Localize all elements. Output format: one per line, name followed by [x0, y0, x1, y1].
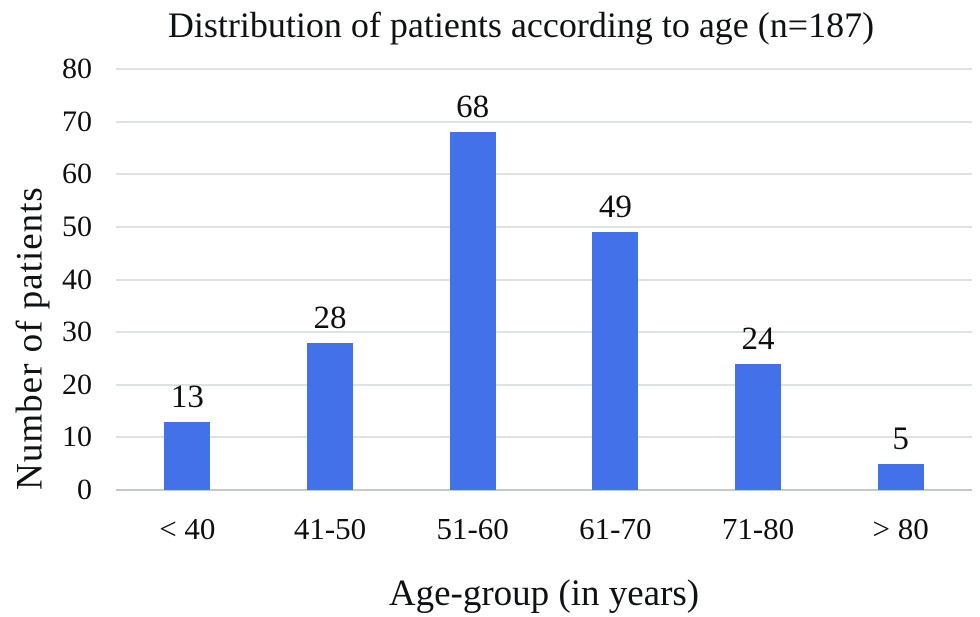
bar — [877, 463, 924, 490]
bar-value-label: 5 — [892, 420, 909, 457]
x-tick-label: 61-70 — [579, 511, 652, 546]
y-tick-label: 40 — [62, 262, 92, 296]
y-tick-label: 50 — [62, 209, 92, 243]
y-tick-label: 30 — [62, 315, 92, 349]
bar-value-label: 24 — [741, 320, 775, 357]
bar — [735, 363, 781, 490]
gridline — [116, 225, 972, 228]
gridline — [116, 68, 972, 70]
plot-area: 13 28 68 49 24 5 — [116, 68, 972, 491]
bar — [592, 232, 639, 490]
y-tick-label: 0 — [77, 473, 92, 506]
bar-value-label: 68 — [456, 89, 490, 126]
gridline — [116, 436, 972, 439]
gridline — [116, 383, 972, 386]
bar-value-label: 49 — [598, 189, 632, 226]
x-tick-label: > 80 — [872, 511, 929, 546]
gridline — [116, 120, 972, 123]
bar — [164, 421, 211, 490]
bar-value-label: 28 — [313, 299, 347, 336]
gridline — [116, 173, 972, 176]
bar-value-label: 13 — [170, 378, 204, 415]
bar — [449, 132, 496, 490]
y-tick-label: 70 — [62, 104, 92, 138]
x-axis-title: Age-group (in years) — [388, 573, 700, 614]
y-tick-label: 60 — [62, 157, 92, 191]
gridline — [116, 331, 972, 334]
y-tick-label: 10 — [62, 420, 92, 454]
y-tick-label: 20 — [62, 367, 92, 401]
bar — [307, 342, 353, 490]
chart-title: Distribution of patients according to ag… — [167, 5, 875, 45]
x-tick-label: < 40 — [159, 511, 216, 546]
gridline — [116, 278, 972, 281]
x-tick-label: 51-60 — [436, 511, 509, 546]
x-tick-label: 41-50 — [293, 511, 367, 546]
y-tick-label: 80 — [62, 52, 92, 85]
x-tick-label: 71-80 — [721, 511, 795, 546]
x-axis-line — [116, 489, 972, 491]
